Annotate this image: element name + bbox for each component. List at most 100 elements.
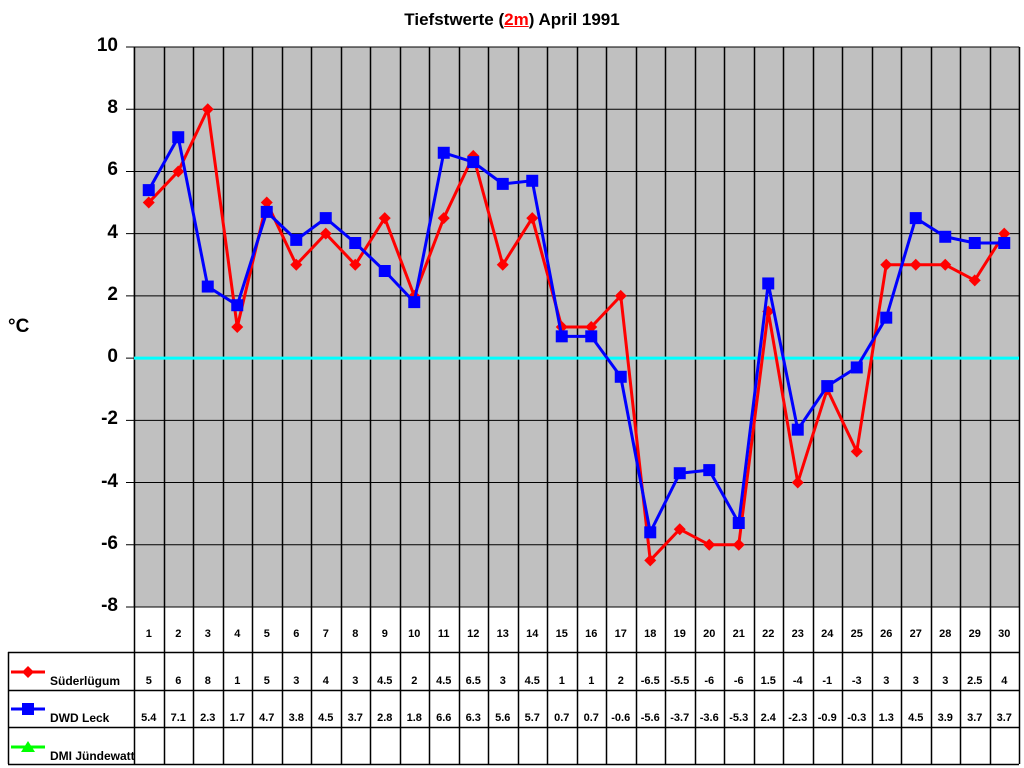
day-label: 29 <box>968 628 981 640</box>
day-label: 26 <box>880 628 893 640</box>
day-label: 20 <box>703 628 716 640</box>
day-label: 10 <box>408 628 421 640</box>
table-value: 0.7 <box>583 712 599 724</box>
table-value: 2.8 <box>377 712 393 724</box>
y-tick-label: 10 <box>96 35 118 56</box>
table-value: 8 <box>204 675 211 687</box>
day-label: 28 <box>939 628 952 640</box>
table-value: -3.6 <box>699 712 719 724</box>
table-value: 1.8 <box>406 712 422 724</box>
day-label: 9 <box>381 628 388 640</box>
title-text-end: ) April 1991 <box>528 10 620 29</box>
y-tick-label: -8 <box>101 595 118 616</box>
table-value: 4 <box>322 675 329 687</box>
table-value: -6 <box>704 675 715 687</box>
table-value: 7.1 <box>170 712 186 724</box>
table-value: 1.7 <box>229 712 245 724</box>
table-value: 1 <box>558 675 565 687</box>
table-value: 4.5 <box>377 675 393 687</box>
table-value: 5.4 <box>141 712 157 724</box>
table-value: 2.4 <box>760 712 776 724</box>
day-label: 13 <box>496 628 509 640</box>
table-value: 6.5 <box>465 675 481 687</box>
y-axis-label: °C <box>8 316 30 337</box>
table-value: -3 <box>851 675 862 687</box>
day-label: 18 <box>644 628 657 640</box>
table-value: 4.5 <box>436 675 452 687</box>
legend-label: Süderlügum <box>50 674 121 688</box>
y-tick-label: -2 <box>101 408 118 430</box>
table-value: 1.3 <box>878 712 894 724</box>
table-value: 5.7 <box>524 712 540 724</box>
table-value: 3.7 <box>967 712 983 724</box>
day-label: 19 <box>673 628 686 640</box>
day-label: 16 <box>585 628 598 640</box>
day-label: 30 <box>998 628 1011 640</box>
table-value: 0.7 <box>554 712 570 724</box>
table-value: 2 <box>411 675 418 687</box>
table-value: 5.6 <box>495 712 511 724</box>
day-label: 14 <box>526 628 539 640</box>
day-label: 6 <box>293 628 300 640</box>
day-label: 5 <box>263 628 270 640</box>
day-label: 3 <box>204 628 211 640</box>
table-value: 2.3 <box>200 712 216 724</box>
table-value: 6.3 <box>465 712 481 724</box>
day-label: 1 <box>145 628 152 640</box>
table-value: -2.3 <box>788 712 808 724</box>
table-value: 1 <box>234 675 241 687</box>
day-label: 8 <box>352 628 359 640</box>
table-value: 2.5 <box>967 675 983 687</box>
day-label: 7 <box>322 628 329 640</box>
day-label: 22 <box>762 628 775 640</box>
y-tick-label: 8 <box>107 97 118 119</box>
day-label: 17 <box>614 628 627 640</box>
table-value: 5 <box>263 675 270 687</box>
table-value: 3 <box>883 675 890 687</box>
table-value: -3.7 <box>670 712 690 724</box>
series-dwd-leck <box>142 131 1011 539</box>
table-value: -5.5 <box>670 675 690 687</box>
table-value: 1.5 <box>760 675 776 687</box>
table-value: -6 <box>733 675 744 687</box>
table-value: 4 <box>1001 675 1008 687</box>
table-value: 2 <box>617 675 624 687</box>
table-value: 3 <box>942 675 949 687</box>
table-value: -6.5 <box>640 675 660 687</box>
table-value: 4.7 <box>259 712 275 724</box>
day-label: 24 <box>821 628 834 640</box>
table-value: 3.7 <box>996 712 1012 724</box>
day-label: 27 <box>909 628 922 640</box>
table-value: -0.9 <box>817 712 837 724</box>
day-label: 11 <box>437 628 450 640</box>
table-value: -1 <box>822 675 833 687</box>
day-label: 2 <box>175 628 182 640</box>
table-value: 4.5 <box>908 712 924 724</box>
table-value: 3 <box>499 675 506 687</box>
table-value: 3 <box>352 675 359 687</box>
table-value: 3.9 <box>937 712 953 724</box>
table-value: 3 <box>293 675 300 687</box>
table-value: 6.6 <box>436 712 452 724</box>
table-value: 1 <box>588 675 595 687</box>
table-value: -0.3 <box>847 712 867 724</box>
table-value: 3 <box>912 675 919 687</box>
table-value: 3.7 <box>347 712 363 724</box>
table-value: -0.6 <box>611 712 631 724</box>
y-tick-label: 0 <box>107 346 118 368</box>
y-tick-label: 2 <box>107 283 118 305</box>
table-value: 4.5 <box>318 712 334 724</box>
table-value: 3.8 <box>288 712 304 724</box>
y-tick-label: 4 <box>107 221 118 243</box>
table-value: 4.5 <box>524 675 540 687</box>
legend-diamond-icon <box>11 666 45 678</box>
table-value: -5.6 <box>640 712 660 724</box>
legend-label: DWD Leck <box>50 711 110 725</box>
table-value: 5 <box>145 675 152 687</box>
title-text: Tiefstwerte ( <box>404 10 505 29</box>
table-value: -4 <box>792 675 803 687</box>
series-s-derl-gum <box>142 103 1011 567</box>
day-label: 12 <box>467 628 480 640</box>
y-tick-label: 6 <box>107 159 118 181</box>
legend-label: DMI Jündewatt <box>50 749 135 763</box>
